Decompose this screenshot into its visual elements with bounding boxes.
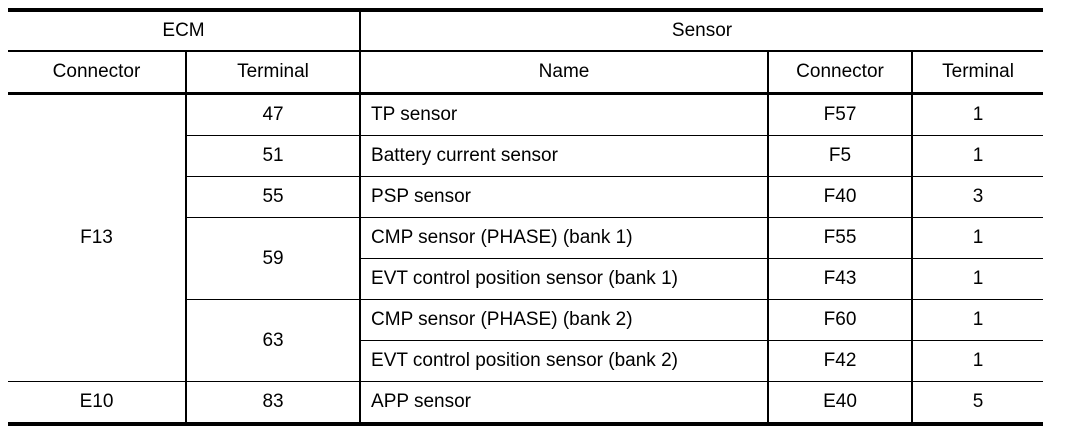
- col-header-ecm-terminal: Terminal: [184, 50, 362, 95]
- sensor-name-cell: Battery current sensor: [359, 135, 770, 177]
- ecm-terminal-cell: 55: [186, 176, 362, 218]
- col-header-sensor-terminal: Terminal: [911, 50, 1044, 95]
- sensor-terminal-cell: 1: [911, 340, 1044, 382]
- ecm-terminal-cell: 47: [184, 93, 362, 136]
- ecm-sensor-wiring-table: ECM Sensor Connector Terminal Name Conne…: [8, 8, 1044, 426]
- sensor-name-cell: APP sensor: [359, 381, 770, 425]
- sensor-terminal-cell: 1: [911, 135, 1044, 177]
- sensor-connector-cell: F5: [767, 135, 914, 177]
- sensor-connector-cell: F57: [767, 93, 914, 136]
- column-header-row: Connector Terminal Name Connector Termin…: [8, 50, 1044, 95]
- col-header-sensor-name: Name: [359, 50, 770, 95]
- col-header-sensor-connector: Connector: [767, 50, 914, 95]
- sensor-terminal-cell: 5: [911, 381, 1044, 425]
- table-row: EVT control position sensor (bank 2) F42…: [8, 340, 1044, 382]
- sensor-name-cell: PSP sensor: [359, 176, 770, 218]
- ecm-group-header: ECM: [8, 9, 362, 52]
- col-header-ecm-connector: Connector: [8, 50, 187, 95]
- sensor-name-cell: CMP sensor (PHASE) (bank 1): [359, 217, 770, 259]
- sensor-connector-cell: F55: [767, 217, 914, 259]
- table-row: F13 47 TP sensor F57 1: [8, 93, 1044, 382]
- sensor-terminal-cell: 3: [911, 176, 1044, 218]
- sensor-name-cell: TP sensor: [359, 93, 770, 136]
- ecm-terminal-cell: 51: [186, 135, 362, 177]
- ecm-terminal-cell: 63: [186, 299, 362, 382]
- sensor-name-cell: EVT control position sensor (bank 1): [360, 258, 770, 300]
- sensor-terminal-cell: 1: [911, 299, 1044, 341]
- sensor-connector-cell: F60: [767, 299, 914, 341]
- sensor-terminal-cell: 1: [911, 258, 1044, 300]
- table-row: E10 83 APP sensor E40 5: [8, 381, 1044, 425]
- ecm-terminal-cell: 83: [184, 381, 362, 425]
- sensor-terminal-cell: 1: [911, 93, 1044, 136]
- sensor-connector-cell: F43: [767, 258, 914, 300]
- sensor-connector-cell: F42: [767, 340, 914, 382]
- sensor-connector-cell: F40: [767, 176, 914, 218]
- group-header-row: ECM Sensor: [8, 9, 1044, 52]
- sensor-connector-cell: E40: [767, 381, 914, 425]
- sensor-name-cell: CMP sensor (PHASE) (bank 2): [359, 299, 770, 341]
- ecm-connector-cell: F13: [8, 93, 187, 382]
- sensor-terminal-cell: 1: [911, 217, 1044, 259]
- sensor-group-header: Sensor: [359, 9, 1044, 52]
- ecm-terminal-cell: 59: [186, 217, 362, 300]
- table-row: 59 CMP sensor (PHASE) (bank 1) F55 1: [8, 217, 1044, 300]
- ecm-connector-cell: E10: [8, 381, 187, 425]
- sensor-name-cell: EVT control position sensor (bank 2): [360, 340, 770, 382]
